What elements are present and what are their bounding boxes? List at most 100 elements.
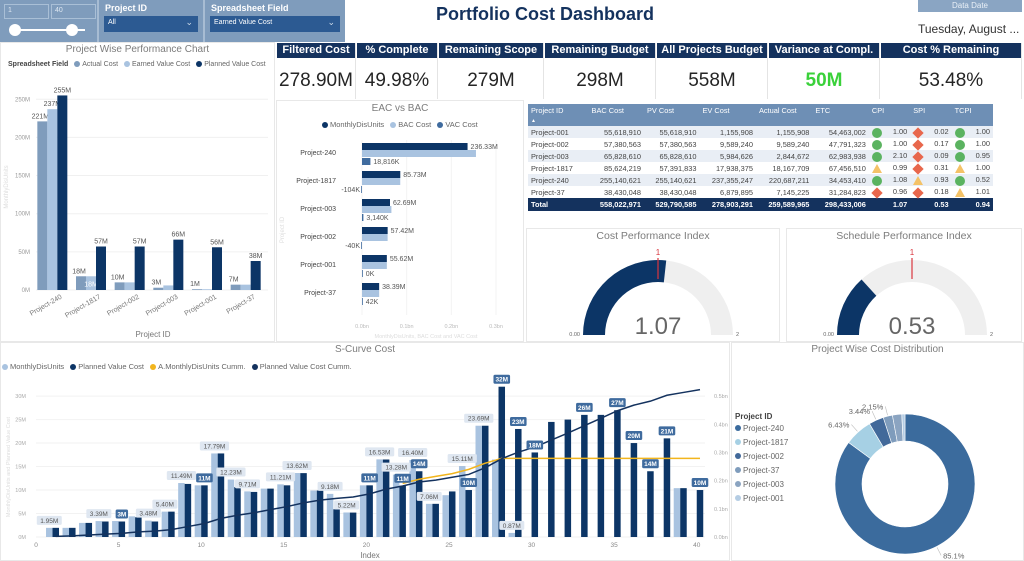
legend-marker-monthly-cumm bbox=[150, 364, 157, 370]
legend-label: Project-002 bbox=[743, 452, 784, 461]
table-row[interactable]: Project-002 57,380,563 57,380,563 9,589,240… bbox=[528, 138, 993, 151]
kpi-variance-at-completion: Variance at Compl. 50M bbox=[769, 43, 880, 99]
kpi-label: All Projects Budget bbox=[657, 43, 767, 58]
cell-cpi: 0.99 bbox=[868, 162, 911, 174]
x-tick-label: 40 bbox=[693, 542, 701, 549]
data-label: 13.62M bbox=[286, 463, 308, 470]
bar-bac-cost bbox=[362, 290, 380, 297]
index-slider-min-handle[interactable] bbox=[9, 24, 21, 36]
leader-line bbox=[871, 410, 877, 420]
data-label: 16.53M bbox=[369, 449, 391, 456]
bar-planned-value-cost bbox=[234, 487, 241, 537]
leader-line bbox=[936, 547, 942, 556]
bar-monthlydisunits bbox=[211, 453, 218, 537]
bar-monthlydisunits bbox=[62, 527, 70, 537]
table-row[interactable]: Project-001 55,618,910 55,618,910 1,155,908… bbox=[528, 126, 993, 139]
bar-monthlydisunits bbox=[277, 484, 284, 537]
data-label: 221M bbox=[32, 113, 50, 120]
data-label: 23M bbox=[512, 419, 525, 426]
bar-monthlydisunits bbox=[359, 485, 367, 537]
index-slider-max-handle[interactable] bbox=[66, 24, 78, 36]
legend-item[interactable]: Planned Value Cost bbox=[78, 362, 145, 371]
bar-planned-value-cost bbox=[52, 527, 60, 537]
column-header[interactable]: SPI bbox=[910, 104, 952, 126]
bar-planned-value-cost bbox=[316, 490, 324, 537]
cell-tcpi: 1.00 bbox=[951, 162, 993, 174]
gauge-target-label: 1 bbox=[656, 248, 661, 257]
x-tick-label: Project-37 bbox=[226, 294, 257, 316]
table-row[interactable]: Project-37 38,430,048 38,430,048 6,879,895 7… bbox=[528, 186, 993, 199]
bar-monthlydisunits bbox=[326, 493, 334, 537]
column-header[interactable]: CPI bbox=[868, 104, 911, 126]
index-slider-track[interactable] bbox=[15, 29, 85, 31]
bar-planned-value-cost bbox=[614, 410, 621, 537]
column-header[interactable]: ETC bbox=[812, 104, 869, 126]
legend-item[interactable]: Planned Value Cost Cumm. bbox=[259, 362, 352, 371]
legend-item[interactable]: BAC Cost bbox=[398, 120, 432, 129]
index-max-input[interactable]: 40 bbox=[51, 4, 96, 19]
bar-planned-value-cost bbox=[399, 485, 406, 537]
cell-ac: 2,844,672 bbox=[755, 150, 813, 162]
line-planned-value-cost-cumm- bbox=[55, 388, 701, 538]
data-label-bg bbox=[447, 454, 477, 464]
legend-item[interactable]: Project-1817 bbox=[733, 438, 788, 452]
bar-planned-value-cost bbox=[647, 471, 654, 537]
legend-item[interactable]: Project-002 bbox=[733, 452, 788, 466]
data-label: 255M bbox=[54, 87, 72, 94]
bar-planned-value-cost bbox=[85, 522, 93, 537]
data-label: 10M bbox=[111, 274, 125, 281]
legend-item[interactable]: MonthlyDisUnits bbox=[330, 120, 385, 129]
tcpi-value: 1.00 bbox=[975, 138, 990, 148]
data-label-bg bbox=[365, 447, 395, 457]
legend-item[interactable]: MonthlyDisUnits bbox=[10, 362, 65, 371]
cell-total-cpi: 1.07 bbox=[868, 198, 911, 211]
column-header[interactable]: BAC Cost bbox=[588, 104, 644, 126]
spreadsheet-field-dropdown[interactable]: Earned Value Cost ⌄ bbox=[210, 16, 340, 32]
x-tick-label: 30 bbox=[528, 542, 536, 549]
legend-item[interactable]: Actual Cost bbox=[82, 61, 119, 68]
x-tick-label: Project-002 bbox=[106, 294, 141, 318]
bar-planned-value-cost bbox=[597, 414, 605, 537]
y-tick-label: 150M bbox=[15, 174, 30, 180]
column-header[interactable]: EV Cost bbox=[699, 104, 756, 126]
tcpi-value: 1.01 bbox=[975, 187, 990, 196]
bar-planned-value-cost bbox=[382, 459, 390, 537]
legend-label: Project-001 bbox=[743, 494, 784, 503]
distribution-legend: Project-240 Project-1817 Project-002 Projec… bbox=[733, 424, 788, 508]
circle-status-icon bbox=[954, 151, 965, 162]
y2-tick-label: 0.1bn bbox=[714, 507, 728, 513]
bar-monthlydisunits bbox=[343, 512, 350, 537]
cell-pv: 57,380,563 bbox=[643, 138, 700, 150]
legend-item[interactable]: A.MonthlyDisUnits Cumm. bbox=[158, 362, 246, 371]
table-row[interactable]: Project-003 65,828,610 65,828,610 5,984,626… bbox=[528, 150, 993, 163]
table-row[interactable]: Project-240 255,140,621 255,140,621 237,355… bbox=[528, 174, 993, 186]
legend-item[interactable]: Earned Value Cost bbox=[132, 61, 191, 68]
column-header[interactable]: Project ID ▲ bbox=[528, 104, 589, 126]
legend-item[interactable]: Project-003 bbox=[733, 480, 788, 494]
legend-marker-vac bbox=[437, 122, 444, 128]
index-min-input[interactable]: 1 bbox=[4, 4, 49, 19]
bar-actual-cost bbox=[192, 289, 202, 290]
column-header[interactable]: Actual Cost bbox=[755, 104, 813, 126]
legend-item[interactable]: VAC Cost bbox=[445, 120, 478, 129]
table-row[interactable]: Project-1817 85,624,219 57,391,833 17,938,3… bbox=[528, 162, 993, 175]
circle-status-icon bbox=[871, 151, 882, 162]
data-label: 11M bbox=[363, 475, 375, 482]
legend-item[interactable]: Planned Value Cost bbox=[204, 61, 266, 68]
bar-planned-value-cost bbox=[250, 491, 258, 537]
data-label: 85.73M bbox=[403, 172, 427, 179]
legend-item[interactable]: Project-240 bbox=[733, 424, 788, 438]
data-label: 17.79M bbox=[204, 443, 226, 450]
x-tick-label: 35 bbox=[611, 542, 619, 549]
cpi-value: 2.10 bbox=[892, 150, 908, 160]
legend-item[interactable]: Project-001 bbox=[733, 494, 788, 508]
bar-planned-value-cost bbox=[498, 386, 506, 537]
legend-item[interactable]: Project-37 bbox=[733, 466, 788, 480]
bar-actual-cost bbox=[153, 287, 164, 290]
data-label-bg bbox=[526, 440, 544, 450]
project-id-dropdown[interactable]: All ⌄ bbox=[104, 16, 198, 32]
cell-ac: 7,145,225 bbox=[755, 186, 813, 198]
column-header[interactable]: TCPI bbox=[951, 104, 993, 126]
column-header[interactable]: PV Cost bbox=[643, 104, 700, 126]
